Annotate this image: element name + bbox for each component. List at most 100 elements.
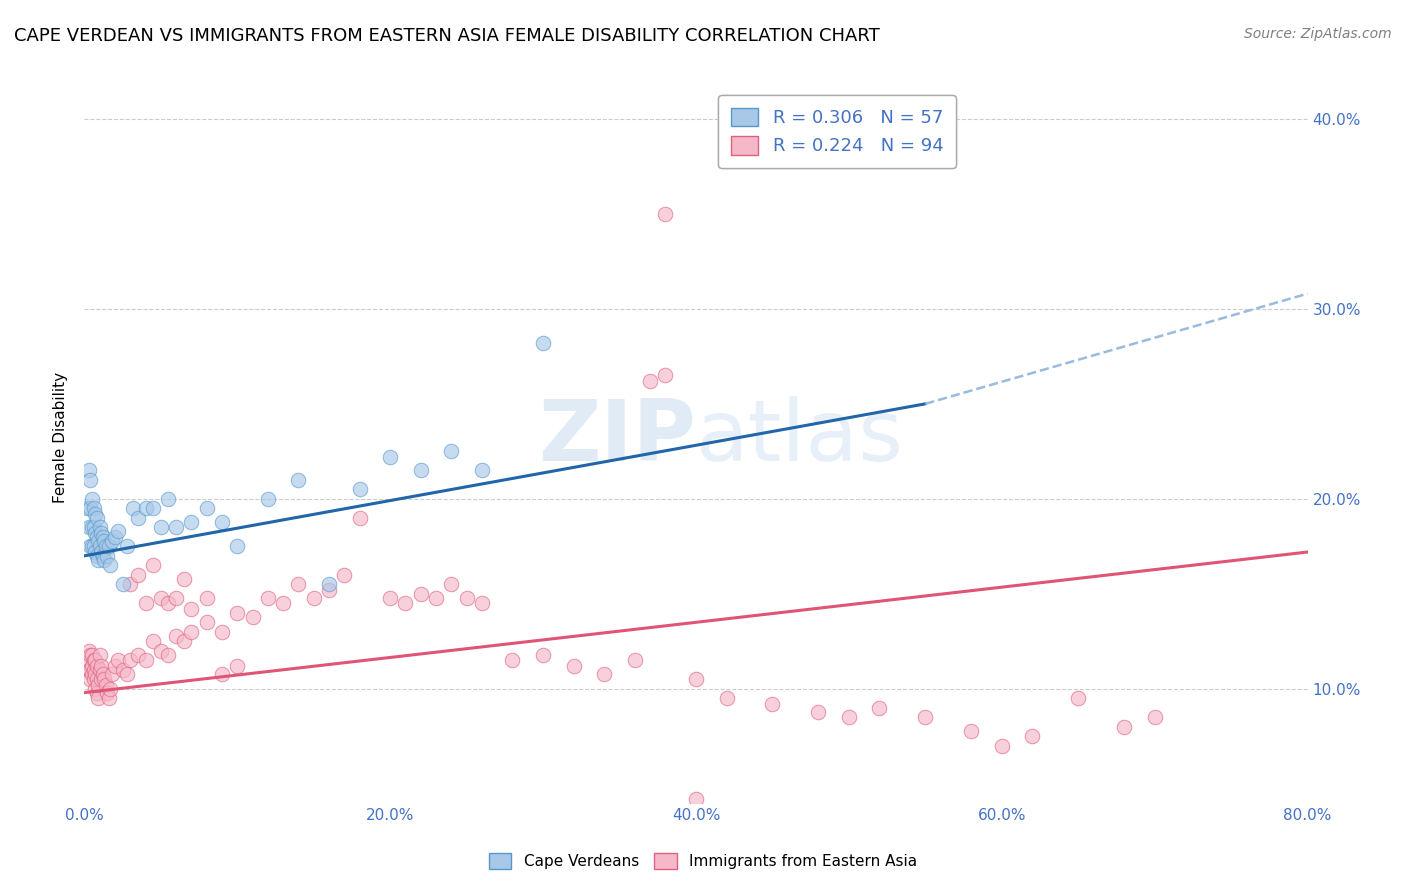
Point (93, 673, 115, 687)
Point (86, 659, 108, 673)
Point (914, 710, 936, 724)
Point (107, 653, 129, 667)
Point (242, 609, 264, 624)
Point (173, 572, 195, 586)
Point (96, 685, 118, 699)
Point (90, 659, 112, 673)
Point (869, 701, 891, 715)
Point (349, 483, 371, 497)
Point (120, 653, 142, 667)
Point (425, 591, 447, 605)
Point (79, 539, 101, 553)
Point (654, 368, 676, 383)
Point (76, 653, 98, 667)
Point (394, 596, 416, 610)
Point (157, 491, 180, 506)
Point (77, 520, 100, 534)
Point (80, 659, 103, 673)
Point (685, 673, 707, 687)
Point (86, 673, 108, 687)
Point (86, 549, 108, 563)
Point (271, 596, 294, 610)
Point (87, 691, 110, 706)
Point (1143, 710, 1166, 724)
Point (157, 596, 180, 610)
Point (1067, 691, 1090, 706)
Point (287, 473, 309, 487)
Point (654, 207, 676, 221)
Point (101, 666, 124, 681)
Point (165, 591, 187, 605)
Point (562, 659, 585, 673)
Point (960, 723, 983, 738)
Point (97, 691, 120, 706)
Point (685, 792, 707, 806)
Point (471, 596, 494, 610)
Point (165, 629, 187, 643)
Point (83, 539, 105, 553)
Point (97, 539, 120, 553)
Point (180, 624, 202, 639)
Point (149, 644, 172, 658)
Point (91, 530, 114, 544)
Point (531, 336, 554, 351)
Point (77, 644, 100, 658)
Point (318, 582, 340, 597)
Point (165, 520, 187, 534)
Point (142, 558, 165, 573)
Point (83, 501, 105, 516)
Point (838, 710, 860, 724)
Point (89, 663, 111, 677)
Point (87, 533, 110, 548)
Point (149, 591, 172, 605)
Point (211, 666, 233, 681)
Point (90, 673, 112, 687)
Y-axis label: Female Disability: Female Disability (53, 371, 69, 503)
Point (380, 591, 402, 605)
Point (111, 577, 134, 591)
Point (440, 444, 463, 458)
Point (79, 648, 101, 662)
Point (195, 615, 218, 630)
Point (79, 473, 101, 487)
Point (86, 685, 108, 699)
Point (83, 520, 105, 534)
Point (149, 520, 172, 534)
Point (87, 552, 110, 566)
Point (135, 501, 157, 516)
Point (807, 705, 830, 719)
Point (180, 602, 202, 616)
Point (86, 530, 108, 544)
Point (79, 663, 101, 677)
Point (86, 511, 108, 525)
Point (127, 648, 149, 662)
Point (84, 507, 107, 521)
Point (98, 681, 121, 696)
Point (115, 539, 138, 553)
Point (84, 681, 107, 696)
Point (380, 450, 402, 464)
Point (84, 653, 107, 667)
Point (79, 673, 101, 687)
Point (173, 634, 195, 648)
Point (80, 491, 103, 506)
Point (91, 666, 114, 681)
Point (87, 678, 110, 692)
Point (79, 501, 101, 516)
Point (226, 659, 249, 673)
Point (96, 549, 118, 563)
Point (180, 515, 202, 529)
Point (77, 463, 100, 477)
Point (638, 374, 661, 388)
Point (76, 501, 98, 516)
Point (90, 545, 112, 559)
Point (195, 591, 218, 605)
Text: CAPE VERDEAN VS IMMIGRANTS FROM EASTERN ASIA FEMALE DISABILITY CORRELATION CHART: CAPE VERDEAN VS IMMIGRANTS FROM EASTERN … (14, 27, 880, 45)
Point (93, 552, 115, 566)
Legend: R = 0.306   N = 57, R = 0.224   N = 94: R = 0.306 N = 57, R = 0.224 N = 94 (718, 95, 956, 168)
Point (1021, 729, 1043, 743)
Point (226, 539, 249, 553)
Point (211, 624, 233, 639)
Point (302, 591, 325, 605)
Point (84, 666, 107, 681)
